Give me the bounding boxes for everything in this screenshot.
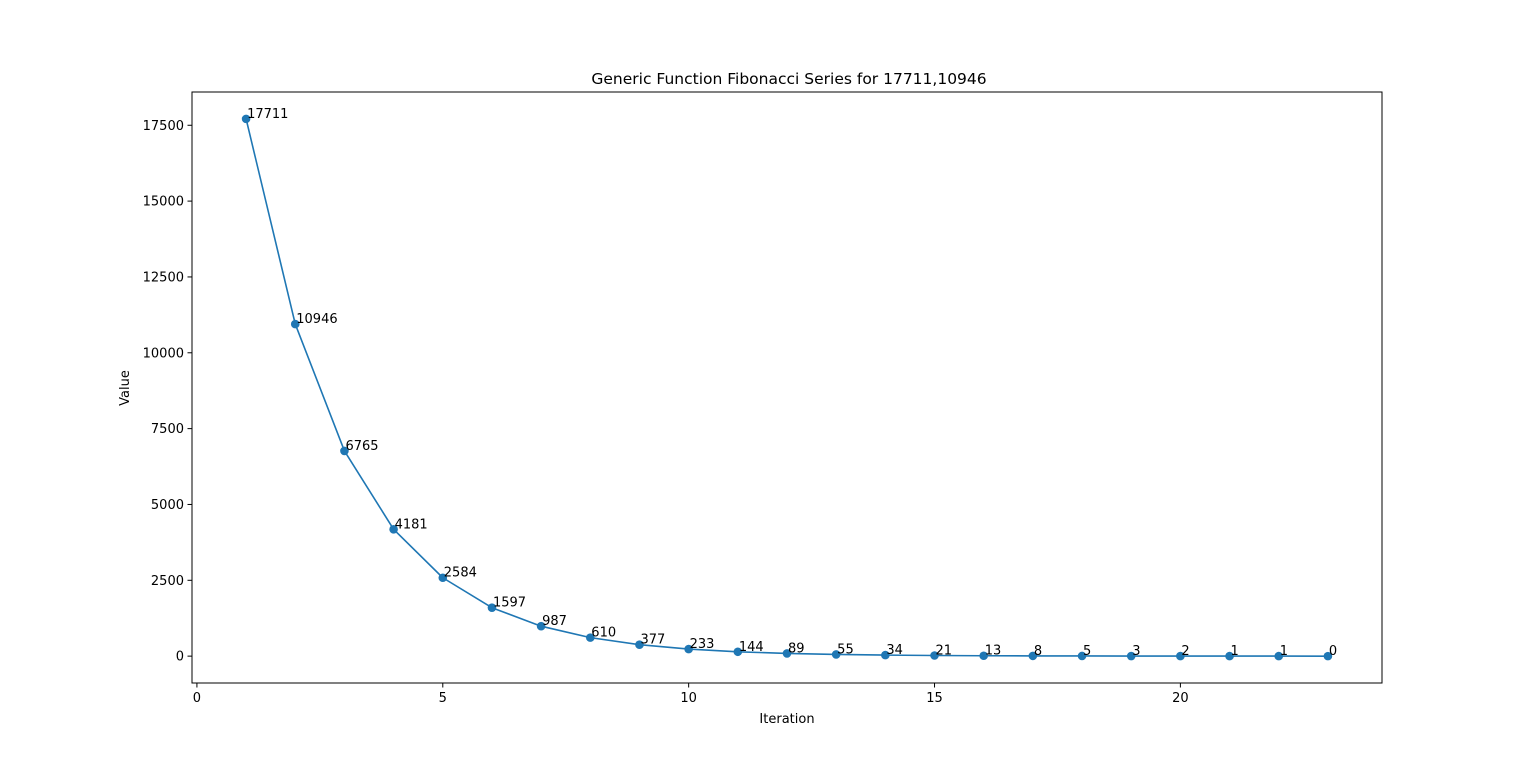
x-tick-label: 0: [193, 691, 201, 706]
data-point-marker: [684, 644, 693, 654]
data-point-marker: [930, 651, 939, 660]
data-point-marker: [831, 650, 841, 659]
x-tick-label: 5: [439, 691, 447, 706]
data-point-label: 5: [1083, 644, 1091, 659]
data-point-label: 21: [936, 643, 953, 658]
data-point-marker: [487, 603, 497, 612]
data-point-label: 2584: [444, 566, 477, 581]
data-point-marker: [241, 114, 251, 124]
data-point-label: 10946: [296, 312, 337, 327]
x-axis-label: Iteration: [759, 712, 814, 727]
data-point-label: 3: [1132, 644, 1140, 659]
x-tick-label: 15: [926, 691, 943, 706]
data-point-marker: [340, 446, 349, 456]
data-point-label: 1: [1280, 644, 1288, 659]
data-point-label: 610: [591, 626, 616, 641]
data-point-label: 0: [1329, 644, 1337, 659]
y-tick-label: 15000: [143, 195, 184, 210]
data-point-marker: [1176, 651, 1185, 661]
data-point-label: 1597: [493, 596, 526, 611]
data-point-label: 13: [985, 644, 1002, 659]
y-tick-label: 2500: [151, 574, 184, 589]
plot-frame: [191, 91, 1383, 684]
plot-area: 0 5 10 15 2002500500075001000012500150001750…: [143, 91, 1383, 706]
data-point-marker: [1077, 651, 1087, 661]
data-point-marker: [536, 621, 546, 631]
data-point-marker: [782, 649, 792, 658]
data-point-marker: [389, 525, 398, 534]
data-point-marker: [1323, 651, 1333, 661]
data-point-marker: [635, 640, 644, 649]
chart-title: Generic Function Fibonacci Series for 17…: [591, 70, 986, 88]
data-point-label: 34: [886, 643, 903, 658]
data-point-label: 233: [690, 637, 715, 652]
data-point-label: 1: [1231, 644, 1239, 659]
x-tick-label: 10: [680, 691, 697, 706]
data-point-marker: [438, 573, 448, 583]
y-tick-label: 7500: [151, 422, 184, 437]
data-point-label: 55: [837, 642, 854, 657]
y-tick-label: 17500: [143, 119, 184, 134]
data-point-marker: [1225, 651, 1234, 661]
data-point-label: 17711: [247, 107, 288, 122]
data-point-marker: [1028, 651, 1038, 661]
data-point-marker: [881, 650, 890, 660]
y-tick-label: 5000: [151, 498, 184, 513]
data-point-marker: [1274, 651, 1284, 661]
data-point-label: 6765: [345, 439, 378, 454]
data-point-label: 4181: [395, 517, 428, 532]
y-tick-label: 12500: [143, 270, 184, 285]
data-point-marker: [733, 647, 743, 657]
data-point-label: 2: [1181, 644, 1189, 659]
data-point-marker: [290, 319, 300, 329]
x-tick-label: 20: [1172, 691, 1189, 706]
data-point-label: 987: [542, 614, 567, 629]
y-axis-label: Value: [118, 370, 133, 406]
y-tick-label: 0: [176, 650, 184, 665]
data-point-marker: [979, 651, 988, 661]
data-point-label: 89: [788, 641, 805, 656]
data-point-label: 8: [1034, 644, 1042, 659]
data-point-label: 144: [739, 640, 764, 655]
y-tick-label: 10000: [143, 346, 184, 361]
data-point-label: 377: [640, 633, 665, 648]
data-point-marker: [1126, 651, 1136, 661]
data-point-marker: [586, 633, 595, 642]
